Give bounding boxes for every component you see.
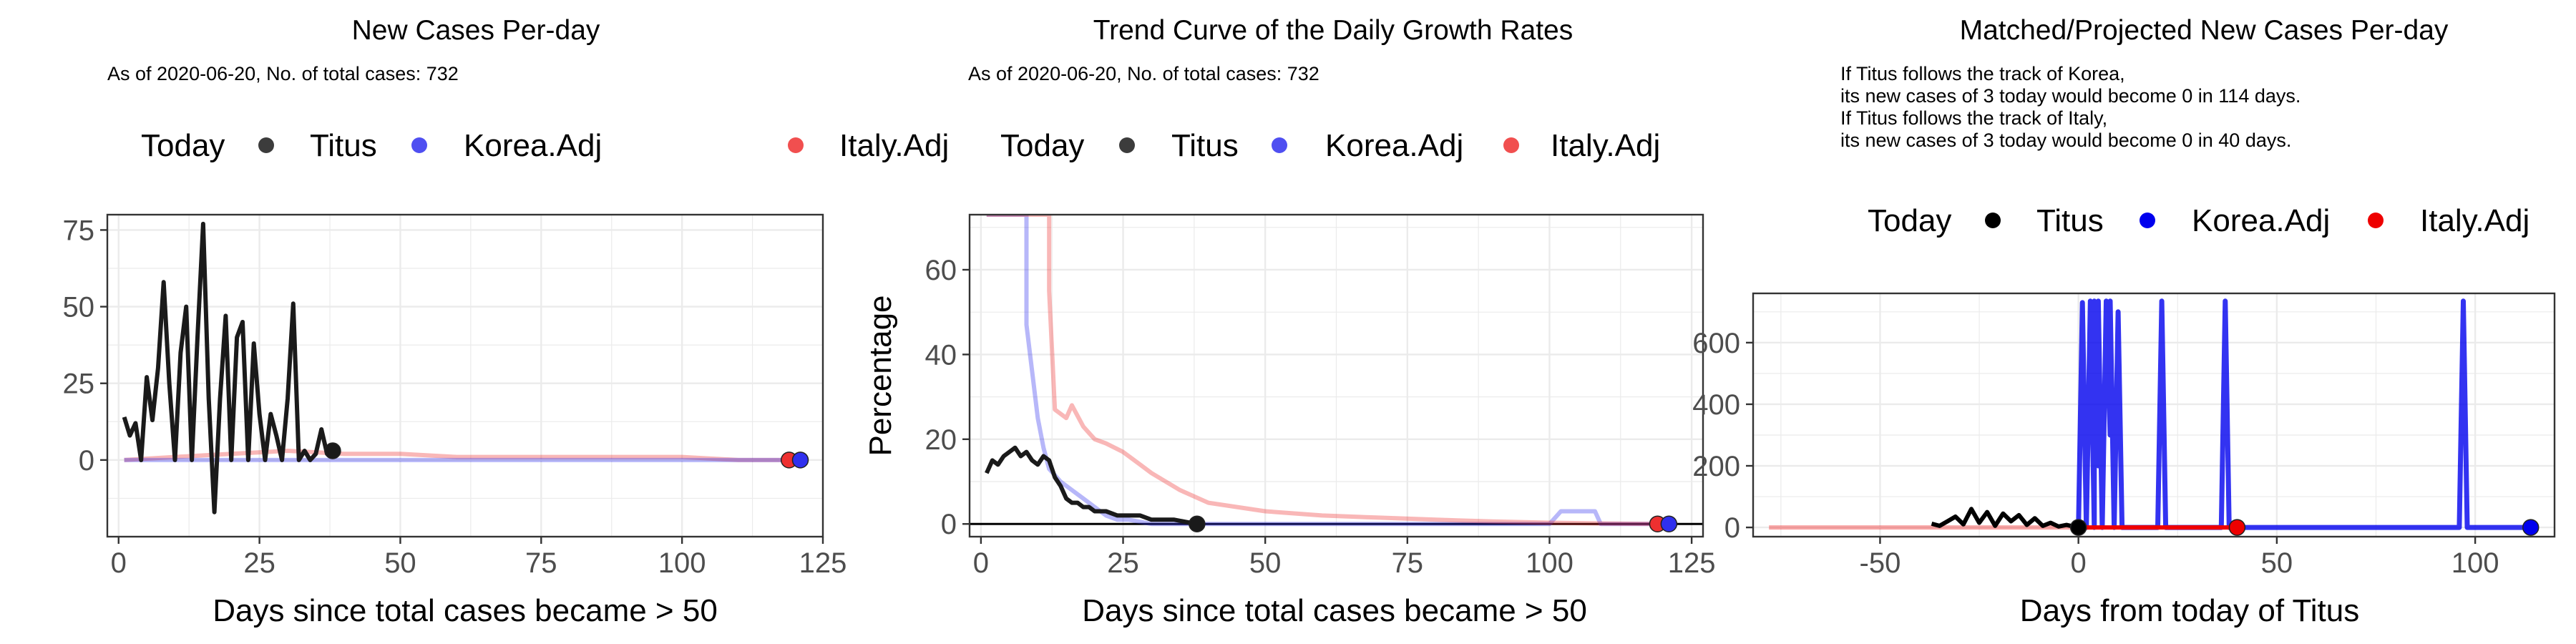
x-tick-label: 50 bbox=[2261, 547, 2293, 579]
legend-label: Korea.Adj bbox=[464, 128, 602, 163]
y-tick-label: 60 bbox=[925, 255, 957, 286]
plot-border bbox=[106, 213, 824, 538]
chart-title: Trend Curve of the Daily Growth Rates bbox=[1093, 15, 1573, 46]
x-tick-label: 0 bbox=[973, 547, 989, 579]
x-axis-label: Days since total cases became > 50 bbox=[1082, 593, 1587, 628]
annotation-line: its new cases of 3 today would become 0 … bbox=[1840, 130, 2291, 151]
x-tick-label: 75 bbox=[525, 547, 557, 579]
today-point-titus bbox=[1189, 515, 1206, 532]
today-point-korea-adj bbox=[2522, 519, 2540, 536]
y-tick-label: 40 bbox=[925, 339, 957, 371]
legend-label: Titus bbox=[2036, 203, 2104, 238]
plot-area bbox=[1753, 293, 2555, 537]
legend-label: Korea.Adj bbox=[1325, 128, 1463, 163]
x-tick-label: 0 bbox=[111, 547, 127, 579]
legend-label: Titus bbox=[1171, 128, 1239, 163]
series-line-titus bbox=[122, 221, 334, 514]
x-tick-label: 100 bbox=[1526, 547, 1574, 579]
series-group bbox=[1769, 298, 2531, 530]
series-line-italy-adj bbox=[986, 215, 1658, 527]
x-axis-label: Days since total cases became > 50 bbox=[213, 593, 718, 628]
today-point-korea-adj bbox=[791, 452, 809, 469]
legend-label: Korea.Adj bbox=[2192, 203, 2330, 238]
x-tick-label: 50 bbox=[1249, 547, 1282, 579]
chart-title: Matched/Projected New Cases Per-day bbox=[1960, 15, 2449, 46]
x-tick-label: 125 bbox=[799, 547, 847, 579]
annotation-line: its new cases of 3 today would become 0 … bbox=[1840, 85, 2301, 107]
plot-border bbox=[1752, 292, 2556, 538]
series-line-korea-adj bbox=[986, 215, 1669, 527]
chart-panel-1: New Cases Per-day As of 2020-06-20, No. o… bbox=[63, 15, 950, 628]
y-tick-label: 75 bbox=[63, 215, 95, 246]
legend-marker bbox=[788, 137, 804, 153]
y-tick-label: 20 bbox=[925, 424, 957, 456]
legend-label: Italy.Adj bbox=[2420, 203, 2529, 238]
chart-panel-3: Matched/Projected New Cases Per-day If Ti… bbox=[1692, 15, 2556, 628]
x-tick-label: 100 bbox=[2451, 547, 2499, 579]
series-group bbox=[122, 221, 801, 514]
x-tick-label: 0 bbox=[2071, 547, 2087, 579]
y-tick-label: 0 bbox=[941, 509, 957, 540]
series-line-titus bbox=[985, 445, 1198, 527]
today-point-italy-adj bbox=[2228, 519, 2246, 536]
y-tick-label: 400 bbox=[1692, 389, 1740, 421]
legend-label: Italy.Adj bbox=[839, 128, 949, 163]
legend-marker bbox=[1985, 213, 2001, 228]
y-tick-label: 0 bbox=[79, 445, 94, 477]
x-axis-label: Days from today of Titus bbox=[2020, 593, 2359, 628]
today-point-titus bbox=[2069, 519, 2087, 536]
x-tick-label: -50 bbox=[1860, 547, 1901, 579]
y-tick-label: 50 bbox=[63, 292, 95, 323]
y-axis-label: Percentage bbox=[863, 295, 898, 456]
legend-title: Today bbox=[1868, 203, 1951, 238]
legend-marker bbox=[258, 137, 274, 153]
legend-title: Today bbox=[141, 128, 225, 163]
chart-title: New Cases Per-day bbox=[352, 15, 600, 46]
legend-marker bbox=[2368, 213, 2384, 228]
series-line-titus bbox=[1931, 507, 2079, 530]
chart-panel-2: Trend Curve of the Daily Growth Rates As … bbox=[863, 15, 1715, 628]
series-group bbox=[985, 215, 1669, 527]
x-tick-label: 100 bbox=[658, 547, 706, 579]
x-tick-label: 125 bbox=[1668, 547, 1716, 579]
x-tick-label: 25 bbox=[1107, 547, 1139, 579]
today-point-korea-adj bbox=[1660, 515, 1678, 532]
plot-border bbox=[968, 213, 1704, 538]
legend-label: Italy.Adj bbox=[1551, 128, 1660, 163]
legend-marker bbox=[2140, 213, 2155, 228]
legend-title: Today bbox=[1000, 128, 1084, 163]
chart-subtitle: As of 2020-06-20, No. of total cases: 73… bbox=[107, 63, 459, 84]
y-tick-label: 0 bbox=[1724, 512, 1740, 544]
y-tick-label: 200 bbox=[1692, 451, 1740, 482]
y-tick-label: 600 bbox=[1692, 328, 1740, 359]
chart-subtitle: As of 2020-06-20, No. of total cases: 73… bbox=[968, 63, 1319, 84]
legend-marker bbox=[1503, 137, 1519, 153]
legend-marker bbox=[1272, 137, 1287, 153]
series-line-korea-adj bbox=[2076, 298, 2531, 530]
annotation-line: If Titus follows the track of Korea, bbox=[1840, 63, 2125, 84]
x-tick-label: 75 bbox=[1392, 547, 1424, 579]
today-point-titus bbox=[324, 442, 341, 459]
legend-marker bbox=[1119, 137, 1135, 153]
legend-label: Titus bbox=[310, 128, 377, 163]
x-tick-label: 50 bbox=[384, 547, 416, 579]
y-tick-label: 25 bbox=[63, 369, 95, 400]
legend-marker bbox=[411, 137, 427, 153]
annotation-line: If Titus follows the track of Italy, bbox=[1840, 107, 2107, 129]
x-tick-label: 25 bbox=[243, 547, 275, 579]
